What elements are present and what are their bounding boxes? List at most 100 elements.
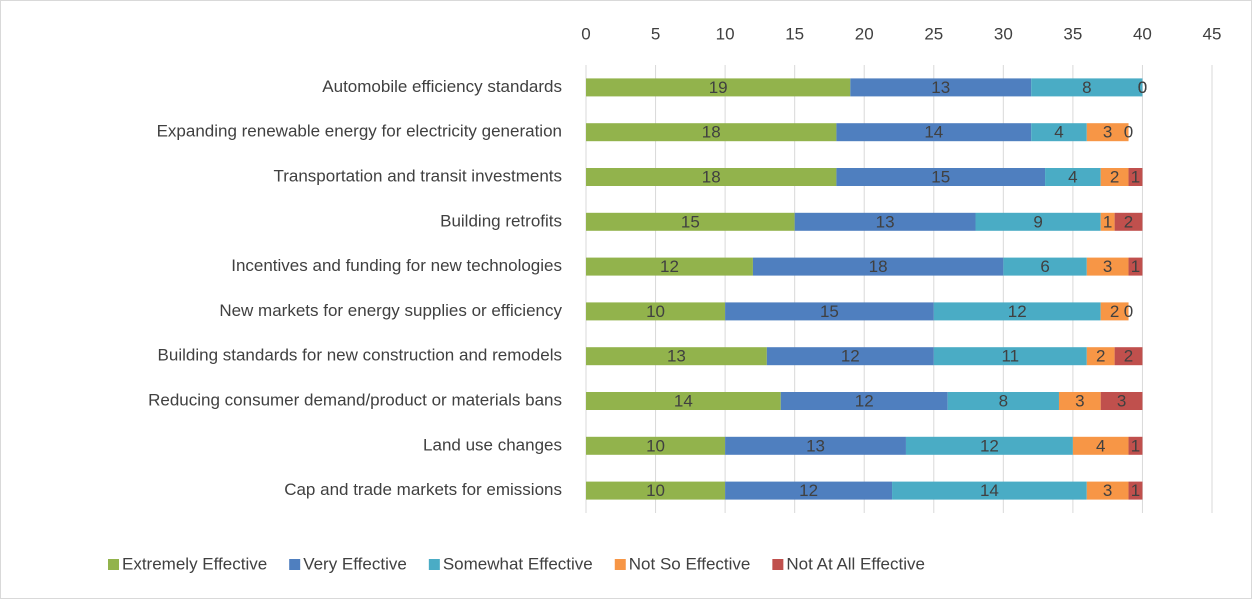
data-label: 8 [1082, 78, 1091, 97]
data-label: 10 [646, 436, 665, 455]
bar-segment [586, 168, 837, 186]
legend-swatch [614, 559, 626, 570]
bar-segment [933, 347, 1087, 366]
y-tick-label: Land use changes [423, 435, 562, 454]
data-label: 14 [674, 391, 693, 410]
data-label: 15 [931, 167, 950, 186]
bar-segment [586, 302, 726, 321]
data-label: 14 [924, 123, 943, 142]
legend-swatch [772, 559, 784, 570]
data-label: 13 [667, 347, 686, 366]
bar-segment [1031, 123, 1087, 142]
x-tick-label: 25 [924, 24, 943, 43]
y-tick-label: Building retrofits [440, 211, 562, 230]
y-tick-label: Incentives and funding for new technolog… [231, 256, 562, 275]
bar-segment [586, 436, 726, 455]
legend-label: Not At All Effective [786, 554, 925, 573]
bar-segment [766, 347, 934, 366]
bar-segment [780, 392, 948, 410]
bar-segment [586, 212, 795, 231]
data-label: 18 [702, 167, 721, 186]
legend-label: Not So Effective [629, 554, 751, 573]
data-label: 2 [1124, 347, 1133, 366]
x-tick-label: 30 [994, 24, 1013, 43]
y-tick-label: New markets for energy supplies or effic… [219, 301, 562, 320]
data-label: 12 [660, 257, 679, 276]
data-label: 2 [1110, 302, 1119, 321]
legend-label: Very Effective [303, 554, 407, 573]
x-tick-label: 10 [716, 24, 735, 43]
bar-segment [1086, 257, 1129, 276]
data-label: 11 [1001, 347, 1019, 366]
data-label: 0 [1138, 78, 1147, 97]
data-label: 18 [869, 257, 888, 276]
bar-segment [892, 481, 1087, 500]
y-tick-label: Expanding renewable energy for electrici… [157, 122, 562, 141]
bar-segment [850, 78, 1032, 97]
data-label: 1 [1131, 436, 1140, 455]
bar-segment [1072, 436, 1129, 455]
data-label: 6 [1040, 257, 1049, 276]
bar-segment [1086, 123, 1129, 142]
data-label: 12 [855, 391, 874, 410]
bar-segment [586, 257, 753, 276]
y-tick-label: Cap and trade markets for emissions [284, 480, 562, 499]
bar-segment [1114, 212, 1143, 231]
legend-swatch [428, 559, 440, 570]
x-tick-label: 20 [855, 24, 874, 43]
legend-label: Extremely Effective [122, 554, 267, 573]
bar-segment [1100, 302, 1129, 321]
bar-segment [794, 212, 976, 231]
bar-segment [586, 123, 837, 142]
data-label: 3 [1103, 123, 1112, 142]
x-tick-label: 45 [1203, 24, 1222, 43]
bar-segment [905, 436, 1073, 455]
bar-segment [586, 392, 781, 410]
y-tick-label: Transportation and transit investments [273, 166, 562, 185]
bar-segment [752, 257, 1004, 276]
y-tick-label: Automobile efficiency standards [322, 77, 562, 96]
bar-segment [1100, 168, 1129, 186]
data-label: 0 [1124, 123, 1133, 142]
bar-segment [1045, 168, 1101, 186]
data-label: 13 [876, 212, 895, 231]
bar-segment [586, 481, 726, 500]
data-label: 4 [1054, 123, 1063, 142]
data-label: 15 [820, 302, 839, 321]
x-tick-label: 35 [1063, 24, 1082, 43]
bar-segment [725, 436, 906, 455]
data-label: 10 [646, 481, 665, 500]
legend-label: Somewhat Effective [443, 554, 593, 573]
data-label: 18 [702, 123, 721, 142]
bar-segment [1100, 392, 1143, 410]
x-tick-label: 15 [785, 24, 804, 43]
bar-segment [725, 481, 893, 500]
data-label: 4 [1096, 436, 1105, 455]
data-label: 19 [709, 78, 728, 97]
bar-segment [975, 212, 1101, 231]
data-label: 3 [1103, 257, 1112, 276]
data-label: 3 [1075, 391, 1084, 410]
data-label: 1 [1131, 481, 1140, 500]
data-label: 13 [806, 436, 825, 455]
bar-segment [1086, 481, 1129, 500]
y-tick-label: Reducing consumer demand/product or mate… [148, 390, 562, 409]
x-tick-label: 0 [581, 24, 590, 43]
y-tick-label: Building standards for new construction … [158, 346, 562, 365]
data-label: 4 [1068, 167, 1077, 186]
bar-segment [1058, 392, 1101, 410]
bar-segment [586, 78, 851, 97]
bar-segment [1003, 257, 1087, 276]
bar-segment [836, 123, 1032, 142]
legend-swatch [108, 559, 119, 570]
data-label: 2 [1110, 167, 1119, 186]
bar-segment [1128, 168, 1143, 186]
data-label: 2 [1124, 212, 1133, 231]
data-label: 14 [980, 481, 999, 500]
data-label: 1 [1103, 212, 1112, 231]
bar-segment [1128, 257, 1143, 276]
bar-segment [1086, 347, 1115, 366]
data-label: 0 [1138, 78, 1147, 97]
bar-segment [1031, 78, 1143, 97]
